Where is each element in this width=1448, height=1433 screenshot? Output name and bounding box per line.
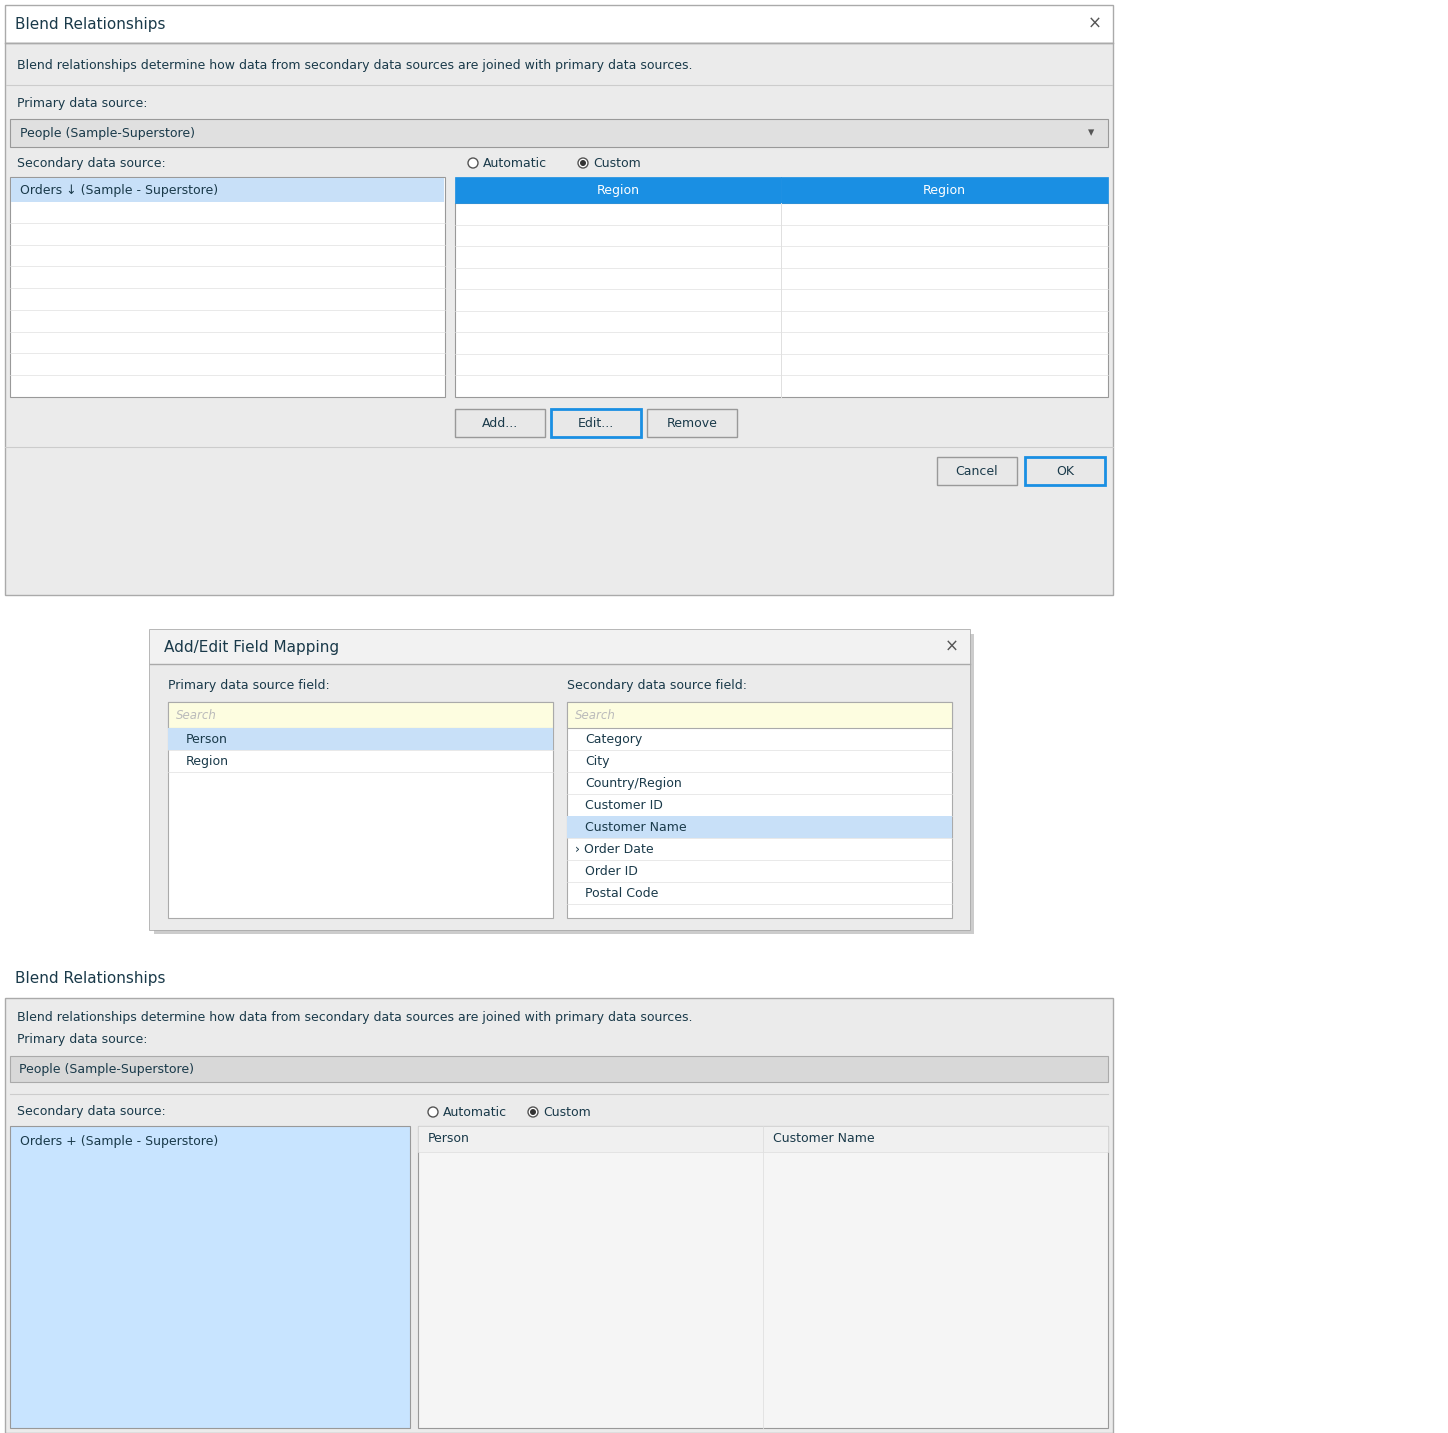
Bar bbox=[455, 408, 544, 437]
Text: Customer ID: Customer ID bbox=[585, 798, 663, 811]
Bar bbox=[568, 815, 951, 838]
Text: Primary data source field:: Primary data source field: bbox=[168, 678, 330, 692]
Bar bbox=[151, 631, 970, 930]
Bar bbox=[647, 408, 737, 437]
Text: Secondary data source:: Secondary data source: bbox=[17, 156, 165, 169]
Text: Country/Region: Country/Region bbox=[585, 777, 682, 790]
Text: Blend Relationships: Blend Relationships bbox=[14, 972, 165, 986]
Text: Edit...: Edit... bbox=[578, 417, 614, 430]
Bar bbox=[151, 631, 970, 663]
Bar bbox=[153, 633, 975, 934]
Text: Region: Region bbox=[922, 183, 966, 196]
Bar bbox=[10, 178, 445, 397]
Bar bbox=[455, 178, 780, 203]
Text: Orders + (Sample - Superstore): Orders + (Sample - Superstore) bbox=[20, 1135, 219, 1148]
Text: ×: × bbox=[1087, 14, 1102, 33]
Text: Orders ↓ (Sample - Superstore): Orders ↓ (Sample - Superstore) bbox=[20, 183, 219, 196]
Bar bbox=[1025, 457, 1105, 484]
Bar bbox=[568, 702, 951, 728]
Bar bbox=[763, 1126, 1108, 1152]
Text: Order ID: Order ID bbox=[585, 864, 639, 877]
Text: Region: Region bbox=[597, 183, 640, 196]
Text: Cancel: Cancel bbox=[956, 464, 998, 477]
Bar bbox=[10, 1126, 410, 1429]
Text: People (Sample-Superstore): People (Sample-Superstore) bbox=[20, 126, 195, 139]
Text: City: City bbox=[585, 755, 610, 768]
Text: Primary data source:: Primary data source: bbox=[17, 96, 148, 109]
Text: Search: Search bbox=[177, 708, 217, 721]
Bar bbox=[418, 1126, 763, 1152]
Bar bbox=[168, 728, 553, 749]
Bar bbox=[10, 119, 1108, 148]
Text: Primary data source:: Primary data source: bbox=[17, 1033, 148, 1046]
Circle shape bbox=[529, 1108, 539, 1116]
Text: Customer Name: Customer Name bbox=[585, 821, 686, 834]
Text: Automatic: Automatic bbox=[484, 156, 547, 169]
Text: OK: OK bbox=[1056, 464, 1074, 477]
Text: Custom: Custom bbox=[543, 1105, 591, 1119]
Text: Person: Person bbox=[429, 1132, 469, 1145]
Text: Category: Category bbox=[585, 732, 643, 745]
Text: ×: × bbox=[946, 638, 959, 656]
Bar bbox=[455, 203, 1108, 397]
Circle shape bbox=[530, 1109, 536, 1115]
Text: Secondary data source:: Secondary data source: bbox=[17, 1105, 165, 1119]
Bar bbox=[552, 408, 641, 437]
Bar bbox=[937, 457, 1016, 484]
Bar bbox=[12, 178, 445, 202]
Text: Custom: Custom bbox=[594, 156, 641, 169]
Text: Blend Relationships: Blend Relationships bbox=[14, 17, 165, 32]
Text: People (Sample-Superstore): People (Sample-Superstore) bbox=[19, 1062, 194, 1076]
Bar bbox=[168, 702, 553, 728]
Text: Search: Search bbox=[575, 708, 615, 721]
Bar bbox=[568, 702, 951, 919]
Bar bbox=[4, 960, 1114, 997]
Bar bbox=[4, 997, 1114, 1433]
Bar bbox=[780, 178, 1108, 203]
Bar bbox=[4, 4, 1114, 43]
Text: Postal Code: Postal Code bbox=[585, 887, 659, 900]
Text: Blend relationships determine how data from secondary data sources are joined wi: Blend relationships determine how data f… bbox=[17, 1012, 692, 1025]
Text: Remove: Remove bbox=[666, 417, 717, 430]
Bar bbox=[168, 702, 553, 919]
Text: Customer Name: Customer Name bbox=[773, 1132, 875, 1145]
Text: › Order Date: › Order Date bbox=[575, 843, 653, 856]
Text: ▾: ▾ bbox=[1087, 126, 1095, 139]
Text: Blend relationships determine how data from secondary data sources are joined wi: Blend relationships determine how data f… bbox=[17, 59, 692, 72]
Bar bbox=[151, 663, 970, 930]
Text: Automatic: Automatic bbox=[443, 1105, 507, 1119]
Bar bbox=[418, 1126, 1108, 1429]
Text: Add...: Add... bbox=[482, 417, 518, 430]
Circle shape bbox=[581, 160, 586, 166]
Text: Add/Edit Field Mapping: Add/Edit Field Mapping bbox=[164, 639, 339, 655]
Text: Person: Person bbox=[185, 732, 227, 745]
Bar bbox=[10, 1056, 1108, 1082]
Circle shape bbox=[429, 1108, 437, 1116]
Circle shape bbox=[578, 158, 588, 168]
Circle shape bbox=[468, 158, 478, 168]
Text: Secondary data source field:: Secondary data source field: bbox=[568, 678, 747, 692]
Bar bbox=[4, 43, 1114, 595]
Text: Region: Region bbox=[185, 755, 229, 768]
